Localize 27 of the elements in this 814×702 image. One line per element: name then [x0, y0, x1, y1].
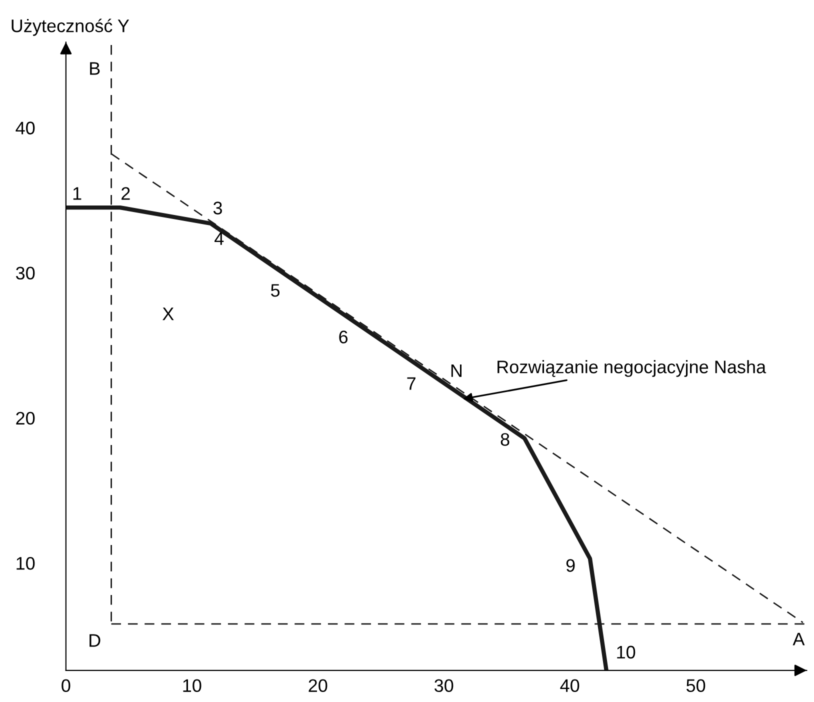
x-tick-label: 40 [560, 679, 580, 692]
annotation: 3 [213, 202, 222, 214]
y-axis-title: Użyteczność Y [12, 18, 130, 36]
annotation: N [451, 364, 462, 377]
y-tick-label: 30 [16, 266, 35, 280]
x-tick-label: 30 [434, 679, 454, 692]
annotation: D [90, 634, 100, 647]
annotation: B [90, 62, 100, 75]
annotation: 4 [214, 232, 224, 245]
x-tick-label: 0 [62, 679, 70, 692]
annotation: 9 [566, 559, 575, 572]
annotation: 5 [270, 284, 280, 297]
annotation: A [792, 632, 805, 646]
annotation: 7 [407, 377, 416, 390]
annotation: X [162, 308, 174, 320]
annotation: 8 [500, 433, 510, 446]
x-tick-label: 10 [183, 679, 202, 692]
annotation: 2 [122, 187, 130, 200]
y-tick-label: 20 [16, 412, 35, 425]
x-tick-label: 50 [686, 679, 706, 692]
annotation: 1 [73, 187, 82, 200]
annotation: 10 [617, 646, 636, 659]
y-tick-label: 10 [16, 556, 35, 570]
annotation: 6 [339, 330, 348, 344]
annotation: Rozwiązanie negocjacyjne Nasha [498, 360, 766, 377]
x-tick-label: 20 [308, 679, 328, 692]
y-tick-label: 40 [16, 122, 35, 134]
